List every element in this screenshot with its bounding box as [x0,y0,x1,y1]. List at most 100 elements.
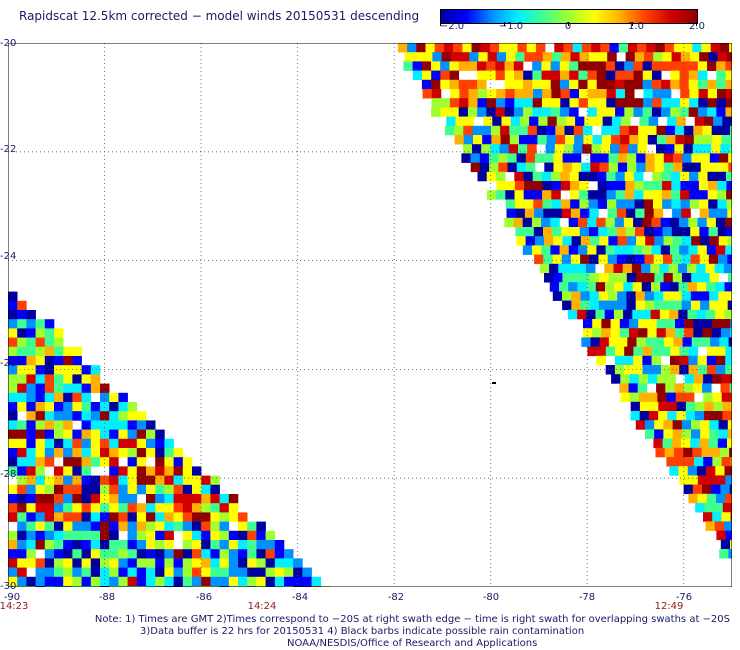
wind-cell [580,236,591,246]
wind-cell [710,447,721,458]
wind-cell [532,190,543,200]
wind-cell [545,144,556,154]
wind-cell [486,61,496,71]
wind-cell [639,401,650,412]
wind-cell [706,355,717,366]
wind-cell [514,190,524,200]
wind-cell [35,576,46,587]
wind-cell [706,245,717,255]
wind-cell [54,328,64,338]
wind-cell [629,319,639,329]
wind-cell [569,61,579,71]
wind-cell [628,383,638,393]
wind-cell [504,107,515,117]
wind-cell [192,567,202,578]
wind-cell [601,125,611,136]
wind-cell [146,512,156,522]
wind-cell [666,374,676,384]
wind-cell [201,567,211,578]
colorbar-tick [440,22,441,26]
wind-cell [26,521,36,532]
wind-cell [8,466,18,476]
wind-cell [54,567,64,578]
wind-cell [556,116,567,127]
wind-cell [127,448,138,458]
wind-cell [615,346,625,357]
wind-cell [631,263,642,274]
wind-cell [54,411,64,421]
wind-cell [690,227,700,237]
wind-cell [669,282,679,292]
wind-cell [228,576,239,587]
wind-cell [727,438,732,449]
wind-cell [192,494,202,504]
wind-cell [680,199,691,209]
wind-cell [720,383,730,393]
wind-cell [705,309,716,320]
wind-cell [699,227,709,237]
wind-cell [541,171,552,182]
wind-cell [109,558,119,568]
wind-cell [677,263,688,274]
wind-cell [81,576,92,587]
colorbar-tick [568,22,569,26]
wind-cell [600,144,611,154]
wind-cell [673,43,684,53]
wind-cell [606,89,617,99]
wind-cell [571,153,582,163]
wind-cell [629,328,639,338]
wind-cell [473,135,483,145]
wind-cell [661,79,671,90]
wind-cell [718,254,728,265]
wind-cell [700,273,710,283]
wind-cell [256,549,266,559]
wind-cell [701,43,711,53]
wind-cell [8,549,18,559]
wind-cell [463,125,473,136]
wind-cell [645,236,655,246]
wind-cell [607,254,618,265]
wind-cell [432,52,442,62]
wind-cell [693,125,703,136]
wind-cell [688,217,698,228]
wind-cell [629,135,639,145]
wind-cell [17,549,27,559]
wind-cell [458,107,469,117]
wind-cell [44,540,55,550]
wind-cell [687,282,698,292]
wind-cell [651,61,662,71]
wind-cell [26,512,36,522]
wind-cell [146,429,156,440]
wind-cell [570,199,580,209]
wind-cell [219,567,230,578]
wind-cell [505,190,515,200]
wind-cell [623,217,634,228]
wind-cell [727,227,732,237]
wind-cell [706,493,717,504]
wind-cell [688,61,699,71]
wind-cell [681,291,692,301]
wind-cell [54,466,64,476]
wind-cell [632,309,642,320]
wind-cell [72,567,82,578]
wind-cell [26,475,36,486]
wind-cell [81,411,92,421]
wind-cell [664,447,675,458]
wind-cell [605,245,616,255]
wind-cell [164,503,174,513]
wind-cell [500,125,510,136]
lat-label: -20 [0,38,17,49]
wind-cell [694,116,705,127]
wind-cell [17,567,27,578]
wind-cell [654,291,664,301]
wind-cell [676,116,686,127]
wind-cell [173,576,184,587]
wind-cell [718,208,728,219]
wind-cell [727,254,732,265]
wind-cell [562,162,573,173]
wind-cell [423,52,433,62]
wind-cell [598,300,609,311]
wind-cell [641,263,651,274]
wind-cell [672,291,682,301]
wind-cell [247,549,257,559]
